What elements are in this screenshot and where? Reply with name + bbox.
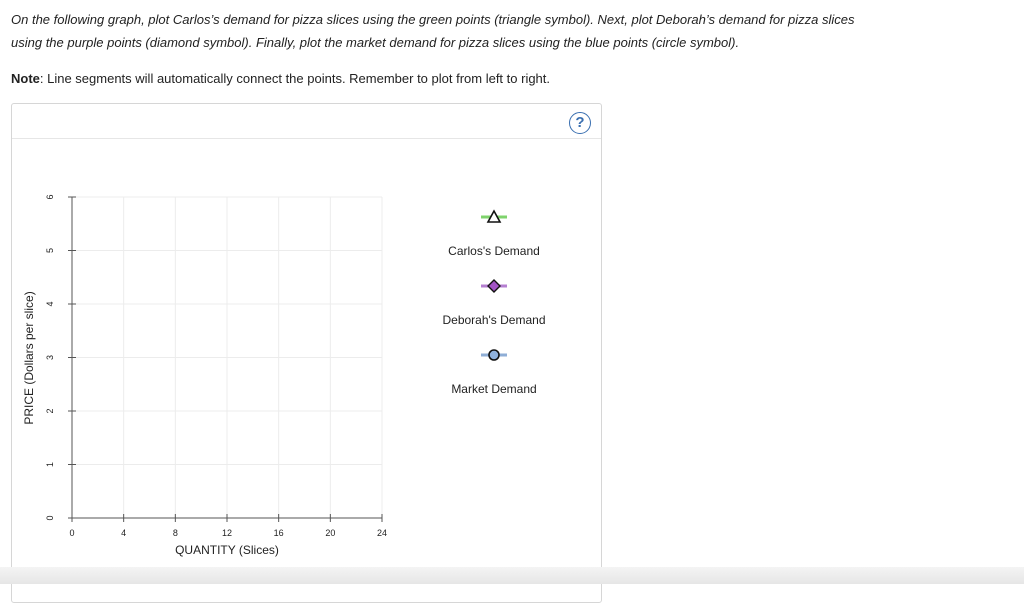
instructions: On the following graph, plot Carlos’s de… <box>11 8 1011 54</box>
instructions-line-1: On the following graph, plot Carlos’s de… <box>11 8 1011 31</box>
instructions-line-2: using the purple points (diamond symbol)… <box>11 31 1011 54</box>
note: Note: Line segments will automatically c… <box>11 70 550 88</box>
bottom-bar <box>0 567 1024 584</box>
panel-header: ? <box>12 104 601 139</box>
note-label: Note <box>11 71 40 86</box>
help-icon[interactable]: ? <box>569 112 591 134</box>
graph-panel: ? <box>11 103 602 603</box>
note-text: : Line segments will automatically conne… <box>40 71 550 86</box>
